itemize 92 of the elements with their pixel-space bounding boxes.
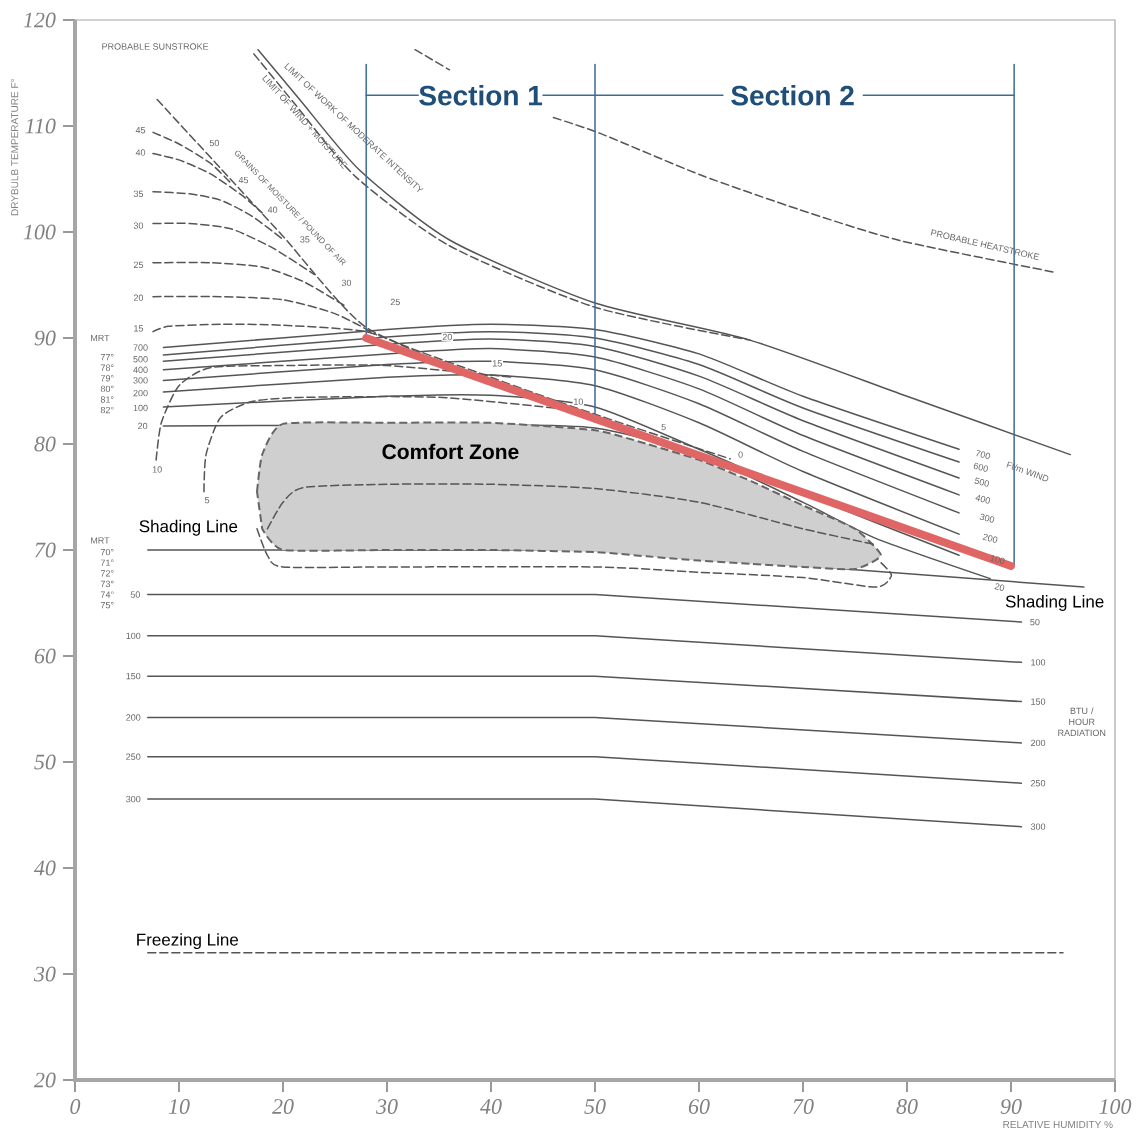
annotation: 100: [126, 632, 141, 640]
annotation: 40: [135, 149, 146, 156]
y-tick-label: 50: [34, 754, 56, 770]
x-tick-label: 30: [375, 1099, 398, 1114]
annotation: 400: [975, 494, 991, 504]
annotation: 10: [574, 398, 583, 405]
annotation: 71°: [100, 559, 114, 566]
annotation: 50: [209, 139, 219, 147]
annotation: MRT: [91, 537, 110, 544]
annotation: 500: [133, 356, 148, 363]
y-tick-label: 40: [34, 860, 56, 876]
annotation: 5: [204, 497, 210, 504]
y-tick-label: 20: [33, 1072, 56, 1088]
annotation: 700: [133, 344, 148, 351]
annotation: BTU / HOUR RADIATION: [1058, 707, 1106, 737]
annotation: Shading Line: [139, 519, 238, 536]
x-tick-label: 40: [480, 1099, 502, 1114]
y-tick-label: 120: [23, 12, 56, 28]
annotation: 72°: [100, 570, 114, 577]
annotation: 100: [133, 404, 148, 412]
annotation: 73°: [100, 580, 114, 588]
annotation: 30: [341, 279, 352, 287]
annotation: Freezing Line: [137, 933, 239, 950]
annotation: 30: [133, 222, 144, 229]
annotation: 300: [126, 795, 141, 803]
annotation: 35: [133, 190, 144, 198]
annotation: Ft/m WIND: [1006, 461, 1049, 482]
annotation: Shading Line: [1005, 595, 1104, 611]
annotation: 300: [133, 377, 148, 384]
x-tick-label: 80: [896, 1099, 918, 1114]
annotation: 79°: [100, 375, 114, 382]
annotation: 78°: [100, 364, 114, 371]
y-tick-label: 70: [35, 542, 56, 558]
x-tick-label: 0: [70, 1099, 81, 1114]
annotation: 15: [134, 325, 144, 332]
annotation: Comfort Zone: [382, 443, 519, 460]
annotation: 200: [126, 714, 141, 721]
annotation: 45: [238, 176, 249, 184]
y-tick-label: 30: [33, 966, 56, 982]
annotation: 77°: [100, 353, 114, 361]
annotation: 50: [130, 591, 140, 598]
annotation: 200: [982, 533, 998, 543]
y-tick-label: 60: [34, 648, 56, 664]
x-tick-label: 50: [584, 1099, 606, 1114]
annotation: 50: [1030, 618, 1040, 626]
annotation: 100: [990, 555, 1005, 564]
annotation: 45: [135, 127, 146, 134]
annotation: 600: [973, 462, 988, 472]
x-tick-label: 10: [168, 1099, 190, 1114]
annotation: 300: [1030, 823, 1046, 830]
annotation: 74°: [100, 591, 114, 598]
x-tick-label: 90: [1000, 1099, 1022, 1114]
annotation: 100: [1031, 659, 1046, 666]
annotation: 82°: [100, 406, 114, 414]
x-tick-label: 20: [272, 1099, 294, 1114]
y-tick-label: 90: [34, 330, 56, 346]
annotation: 20: [442, 333, 452, 341]
annotation: 80°: [100, 385, 114, 393]
annotation: 250: [126, 753, 141, 760]
y-axis-title: DRYBULB TEMPERATURE F°: [11, 79, 19, 216]
annotation: 200: [133, 389, 148, 397]
y-tick-label: 100: [23, 224, 56, 240]
annotation: 400: [133, 366, 148, 373]
annotation: 20: [133, 294, 144, 301]
annotation: 10: [152, 466, 162, 473]
annotation: 81°: [100, 396, 114, 403]
annotation: 25: [133, 261, 144, 269]
annotation: 0: [738, 451, 743, 458]
x-tick-label: 60: [688, 1099, 710, 1114]
x-tick-label: 70: [793, 1099, 814, 1114]
annotation: 250: [1030, 780, 1046, 787]
annotation: PROBABLE SUNSTROKE: [102, 43, 209, 50]
annotation: 150: [126, 672, 141, 680]
annotation: 15: [492, 360, 502, 367]
annotation: 75°: [100, 601, 114, 609]
annotation: Section 2: [731, 84, 854, 106]
x-tick-label: 100: [1099, 1099, 1132, 1114]
y-tick-label: 110: [25, 118, 56, 134]
annotation: 20: [138, 422, 148, 430]
annotation: 200: [1030, 739, 1046, 747]
annotation: 25: [390, 298, 400, 306]
annotation: Section 1: [419, 84, 543, 106]
annotation: 700: [976, 449, 991, 460]
annotation: 500: [974, 477, 990, 487]
annotation: 5: [661, 423, 666, 431]
x-axis-title: RELATIVE HUMIDITY %: [1003, 1121, 1113, 1129]
annotation: 300: [979, 513, 995, 523]
annotation: MRT: [91, 334, 110, 342]
annotation: 70°: [100, 548, 114, 556]
y-tick-label: 80: [34, 436, 56, 452]
annotation: 20: [994, 583, 1005, 591]
annotation: 150: [1031, 698, 1046, 705]
